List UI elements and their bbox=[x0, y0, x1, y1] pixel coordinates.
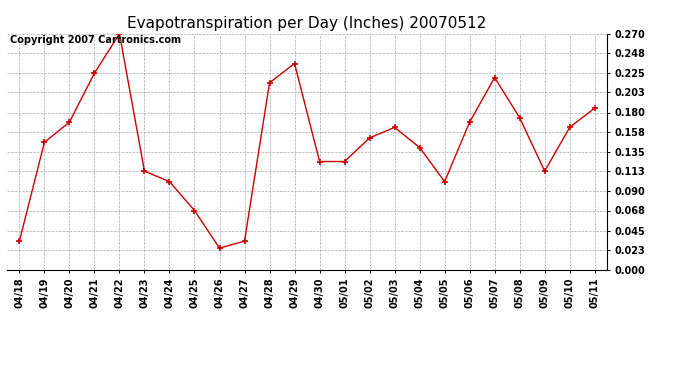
Title: Evapotranspiration per Day (Inches) 20070512: Evapotranspiration per Day (Inches) 2007… bbox=[128, 16, 486, 31]
Text: Copyright 2007 Cartronics.com: Copyright 2007 Cartronics.com bbox=[10, 35, 181, 45]
